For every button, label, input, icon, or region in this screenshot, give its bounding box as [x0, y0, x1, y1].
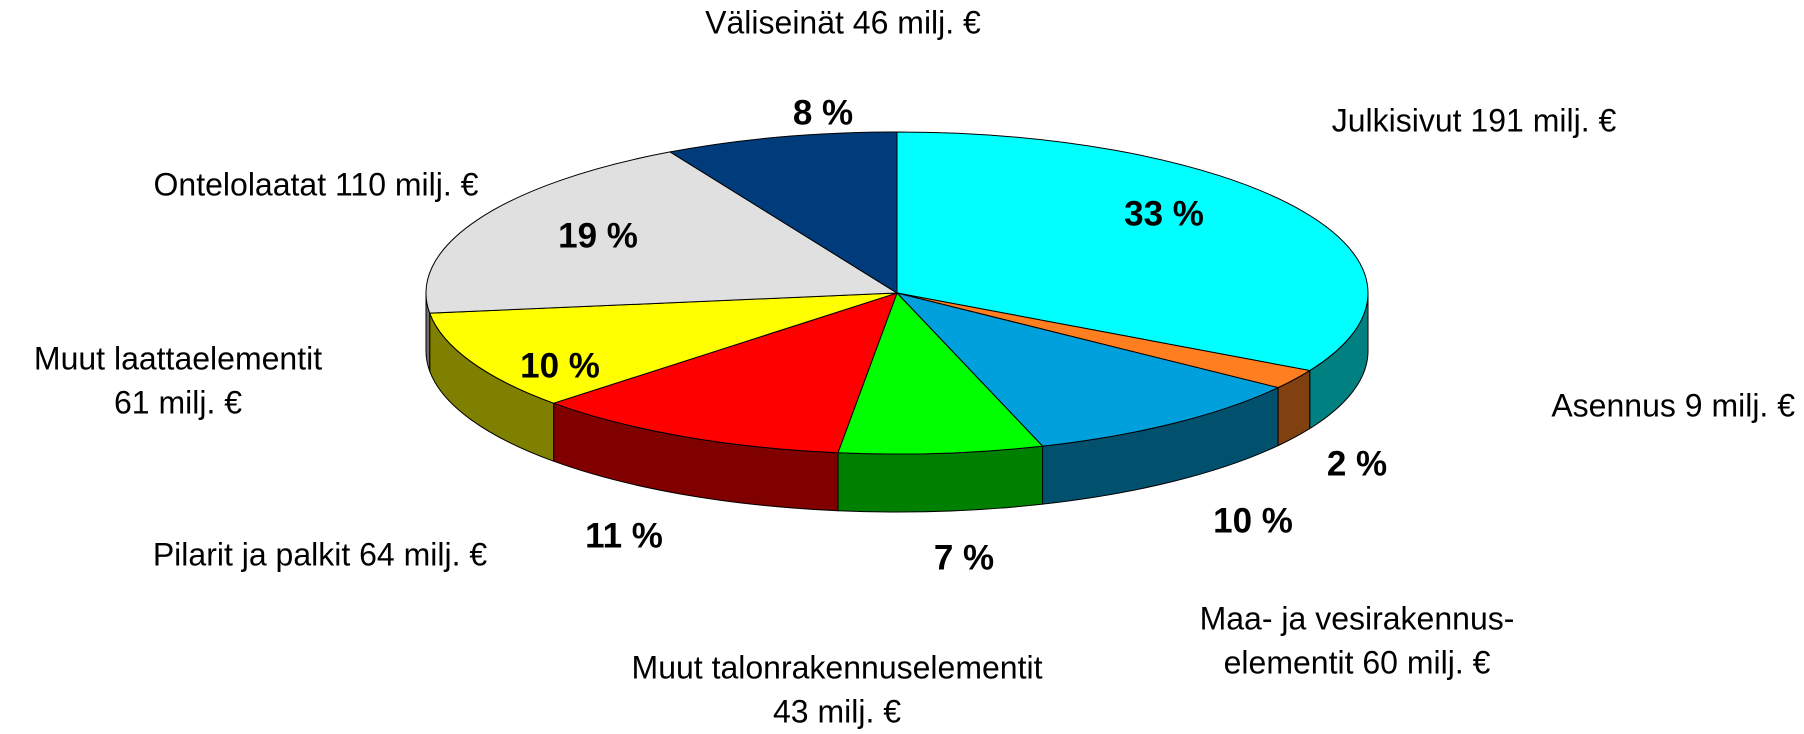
- slice: [837, 292, 1044, 455]
- data-label: 10 %: [520, 346, 600, 385]
- category-label: 43 milj. €: [773, 693, 901, 729]
- category-label: Ontelolaatat 110 milj. €: [154, 166, 479, 202]
- slice-side: [837, 445, 1044, 513]
- slice: [552, 292, 898, 454]
- data-label: 8 %: [793, 93, 853, 132]
- category-label: elementit 60 milj. €: [1224, 644, 1491, 680]
- category-label: Julkisivut 191 milj. €: [1332, 102, 1617, 138]
- data-label: 2 %: [1327, 444, 1387, 483]
- slice: [668, 131, 898, 294]
- data-label: 11 %: [585, 516, 663, 555]
- slice: [429, 292, 898, 404]
- category-label: Muut talonrakennuselementit: [632, 649, 1043, 685]
- category-label: Maa- ja vesirakennus-: [1200, 600, 1515, 636]
- category-label: Asennus 9 milj. €: [1551, 387, 1795, 423]
- data-label: 10 %: [1213, 501, 1293, 540]
- slice: [896, 131, 1369, 372]
- slice: [425, 151, 899, 314]
- data-label: 33 %: [1124, 194, 1204, 233]
- category-label: Väliseinät 46 milj. €: [705, 4, 981, 40]
- category-label: 61 milj. €: [114, 384, 242, 420]
- data-label: 7 %: [934, 538, 994, 577]
- slice: [895, 292, 1280, 447]
- category-label: Muut laattaelementit: [34, 340, 322, 376]
- category-label: Pilarit ja palkit 64 milj. €: [153, 536, 488, 572]
- data-label: 19 %: [558, 216, 638, 255]
